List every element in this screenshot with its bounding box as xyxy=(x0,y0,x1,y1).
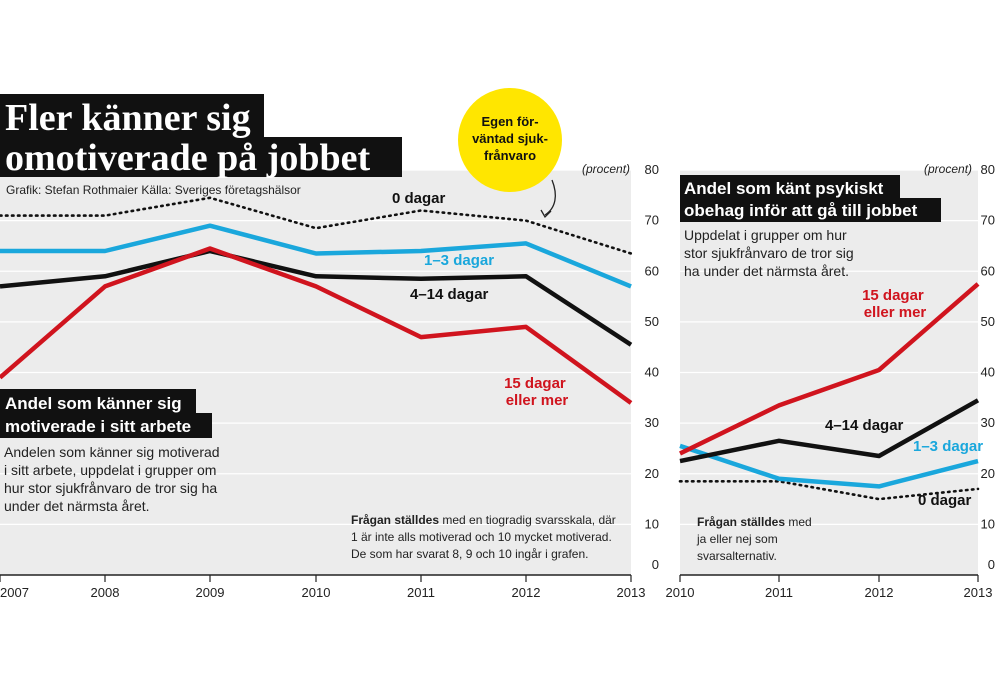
right-series-line xyxy=(679,398,980,464)
left-y-ticks: 0 10 20 30 40 50 60 70 80 xyxy=(645,162,659,572)
right-label-four-fourteen-days: 4–14 dagar xyxy=(825,417,904,434)
right-y-tick-label: 30 xyxy=(981,415,995,430)
left-subtitle-line-1: Andel som känner sig xyxy=(5,394,182,413)
right-y-tick-label: 80 xyxy=(981,162,995,177)
page-title-line-2: omotiverade på jobbet xyxy=(5,137,371,179)
right-note-bold: Frågan ställdes xyxy=(697,515,785,529)
left-series-line xyxy=(0,248,633,347)
left-subtitle-line-2: motiverade i sitt arbete xyxy=(5,417,191,436)
left-x-tick-label: 2013 xyxy=(617,585,646,600)
left-description-line-2: i sitt arbete, uppdelat i grupper om xyxy=(4,462,216,478)
bubble-line-2: väntad sjuk- xyxy=(472,131,548,146)
left-x-tick-label: 2011 xyxy=(407,585,435,600)
annotation-bubble xyxy=(458,88,562,192)
right-y-tick-label: 40 xyxy=(981,365,995,380)
left-y-tick-label: 0 xyxy=(652,557,659,572)
left-note-rest: med en tiogradig svarsskala, där xyxy=(439,513,616,527)
left-description-line-1: Andelen som känner sig motiverad xyxy=(4,444,220,460)
right-x-tick-label: 2011 xyxy=(765,585,793,600)
right-description-line-1: Uppdelat i grupper om hur xyxy=(684,227,847,243)
right-unit-label: (procent) xyxy=(924,162,972,176)
left-label-zero-days: 0 dagar xyxy=(392,190,446,207)
left-y-tick-label: 30 xyxy=(645,415,659,430)
left-y-tick-label: 80 xyxy=(645,162,659,177)
left-description-line-4: under det närmsta året. xyxy=(4,498,150,514)
right-note-line-3: svarsalternativ. xyxy=(697,549,777,563)
title-bar-1 xyxy=(0,94,264,140)
left-y-tick-label: 50 xyxy=(645,314,659,329)
right-series-lines xyxy=(678,282,980,501)
right-y-ticks: 0 10 20 30 40 50 60 70 80 xyxy=(981,162,995,572)
left-subtitle-bar-1 xyxy=(0,389,196,416)
right-note-line-2: ja eller nej som xyxy=(696,532,778,546)
left-unit-label: (procent) xyxy=(582,162,630,176)
right-description-line-2: stor sjukfrånvaro de tror sig xyxy=(684,245,854,261)
right-series-line xyxy=(679,443,979,489)
right-x-tick-label: 2012 xyxy=(865,585,894,600)
right-note-line-1: Frågan ställdes med xyxy=(697,515,812,529)
left-x-tick-label: 2007 xyxy=(0,585,29,600)
page-title-line-1: Fler känner sig xyxy=(5,97,251,139)
right-subtitle-line-1: Andel som känt psykiskt xyxy=(684,179,884,198)
left-description-line-3: hur stor sjukfrånvaro de tror sig ha xyxy=(4,480,217,496)
left-label-fifteen-days: 15 dagar eller mer xyxy=(504,375,570,409)
left-label-fifteen-line-1: 15 dagar xyxy=(504,375,566,392)
right-subtitle-line-2: obehag inför att gå till jobbet xyxy=(684,201,918,220)
right-x-ticks: 2010 2011 2012 2013 xyxy=(666,575,993,600)
right-x-tick-label: 2010 xyxy=(666,585,695,600)
left-y-tick-label: 10 xyxy=(645,516,659,531)
right-subtitle-bar-1 xyxy=(680,175,900,201)
left-x-tick-label: 2010 xyxy=(302,585,331,600)
bubble-line-3: frånvaro xyxy=(484,148,536,163)
left-series-lines xyxy=(0,196,633,405)
left-note-line-1: Frågan ställdes med en tiogradig svarssk… xyxy=(351,513,616,527)
left-label-one-three-days: 1–3 dagar xyxy=(424,252,494,269)
right-subtitle-bar-2 xyxy=(680,198,941,222)
left-y-tick-label: 70 xyxy=(645,213,659,228)
left-x-ticks: 2007 2008 2009 2010 2011 2012 2013 xyxy=(0,575,645,600)
left-label-fifteen-line-2: eller mer xyxy=(506,392,569,409)
right-label-one-three-days: 1–3 dagar xyxy=(913,438,983,455)
right-x-tick-label: 2013 xyxy=(964,585,993,600)
bubble-arrow-head xyxy=(540,209,552,219)
left-series-line xyxy=(0,196,633,255)
left-subtitle-bar-2 xyxy=(0,413,212,438)
right-label-zero-days: 0 dagar xyxy=(918,492,972,509)
left-label-four-fourteen-days: 4–14 dagar xyxy=(410,286,489,303)
right-y-tick-label: 70 xyxy=(981,213,995,228)
left-note-line-2: 1 är inte alls motiverad och 10 mycket m… xyxy=(351,530,612,544)
right-note-rest: med xyxy=(785,515,812,529)
right-y-tick-label: 50 xyxy=(981,314,995,329)
right-label-fifteen-line-1: 15 dagar xyxy=(862,287,924,304)
right-label-fifteen-days: 15 dagar eller mer xyxy=(862,287,928,321)
bubble-arrow xyxy=(544,179,556,216)
left-x-tick-label: 2009 xyxy=(196,585,225,600)
credit-text: Grafik: Stefan Rothmaier Källa: Sveriges… xyxy=(6,183,301,197)
right-series-line xyxy=(679,282,980,456)
bubble-line-1: Egen för- xyxy=(481,114,538,129)
right-y-tick-label: 0 xyxy=(988,557,995,572)
right-series-line xyxy=(678,479,980,501)
left-note-line-3: De som har svarat 8, 9 och 10 ingår i gr… xyxy=(351,547,588,561)
left-y-tick-label: 60 xyxy=(645,263,659,278)
right-y-tick-label: 60 xyxy=(981,263,995,278)
left-y-tick-label: 20 xyxy=(645,466,659,481)
right-y-tick-label: 10 xyxy=(981,516,995,531)
left-x-tick-label: 2008 xyxy=(91,585,120,600)
right-label-fifteen-line-2: eller mer xyxy=(864,304,927,321)
left-y-tick-label: 40 xyxy=(645,365,659,380)
left-x-tick-label: 2012 xyxy=(512,585,541,600)
title-bar-2 xyxy=(0,137,402,177)
right-description-line-3: ha under det närmsta året. xyxy=(684,263,849,279)
left-series-line xyxy=(0,223,632,289)
left-note-bold: Frågan ställdes xyxy=(351,513,439,527)
left-series-line xyxy=(0,246,633,405)
right-y-tick-label: 20 xyxy=(981,466,995,481)
